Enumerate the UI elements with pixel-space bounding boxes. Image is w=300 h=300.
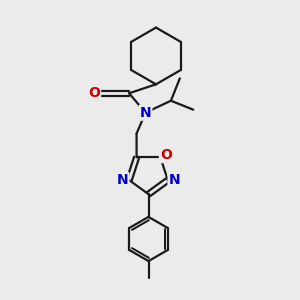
Text: O: O	[88, 86, 100, 100]
Text: N: N	[117, 173, 128, 187]
Text: N: N	[169, 173, 180, 187]
Text: O: O	[160, 148, 172, 162]
Text: N: N	[140, 106, 151, 120]
